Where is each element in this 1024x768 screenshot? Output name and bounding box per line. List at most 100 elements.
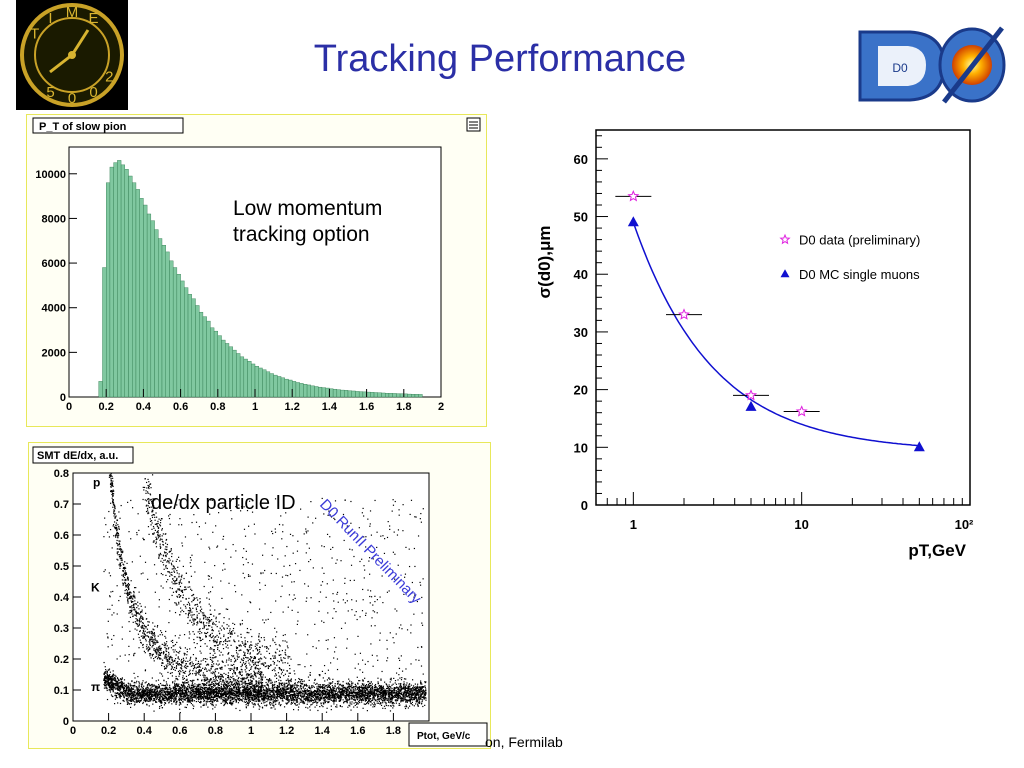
- scatter-point: [366, 710, 368, 712]
- scatter-point: [120, 683, 122, 685]
- scatter-point: [230, 693, 232, 696]
- scatter-point: [351, 692, 354, 695]
- scatter-point: [414, 695, 416, 697]
- scatter-point: [244, 688, 246, 690]
- scatter-point: [290, 701, 293, 703]
- scatter-point: [209, 688, 211, 690]
- scatter-point: [119, 688, 121, 691]
- scatter-point: [122, 692, 124, 695]
- scatter-point: [365, 686, 367, 688]
- scatter-point: [284, 690, 286, 692]
- histogram-bar: [98, 381, 103, 398]
- scatter-point: [318, 698, 320, 700]
- scatter-point: [296, 685, 298, 687]
- scatter-point: [203, 692, 205, 694]
- scatter-point: [258, 694, 260, 696]
- histogram-options-icon[interactable]: [466, 117, 481, 132]
- scatter-point: [411, 699, 413, 701]
- scatter-point: [290, 691, 293, 693]
- scatter-point: [291, 689, 293, 691]
- scatter-point: [320, 693, 322, 696]
- scatter-point: [162, 687, 164, 690]
- scatter-point: [272, 688, 275, 690]
- scatter-point: [214, 691, 216, 693]
- histogram-bar: [385, 393, 390, 398]
- scatter-point: [317, 697, 319, 699]
- scatter-point: [424, 704, 426, 706]
- scatter-point: [332, 678, 334, 680]
- scatter-point: [157, 679, 160, 681]
- scatter-point: [341, 685, 343, 687]
- scatter-point: [246, 695, 249, 697]
- scatter-point: [280, 690, 283, 692]
- scatter-point: [350, 688, 352, 690]
- scatter-point: [368, 692, 370, 694]
- scatter-point: [293, 701, 295, 703]
- scatter-point: [218, 690, 220, 692]
- scatter-point: [289, 691, 291, 693]
- scatter-point: [156, 697, 158, 699]
- scatter-point: [409, 702, 412, 704]
- scatter-point: [392, 707, 394, 709]
- scatter-point: [382, 702, 384, 704]
- scatter-point: [297, 692, 299, 695]
- scatter-point: [359, 698, 361, 700]
- scatter-point: [371, 683, 373, 685]
- scatter-point: [337, 682, 339, 684]
- scatter-point: [230, 688, 232, 690]
- scatter-point: [221, 681, 223, 683]
- scatter-point: [193, 690, 195, 693]
- scatter-point: [343, 687, 345, 689]
- scatter-point: [138, 684, 140, 686]
- scatter-point: [390, 690, 393, 692]
- scatter-point: [231, 704, 233, 706]
- scatter-point: [406, 701, 408, 703]
- scatter-point: [360, 691, 362, 693]
- scatter-point: [307, 701, 309, 703]
- scatter-point: [104, 681, 106, 683]
- scatter-point: [291, 695, 293, 698]
- scatter-point: [303, 693, 305, 696]
- scatter-point: [387, 685, 389, 688]
- scatter-point: [220, 702, 222, 704]
- scatter-point: [414, 691, 416, 693]
- scatter-point: [214, 696, 216, 698]
- scatter-point: [214, 685, 216, 687]
- scatter-point: [387, 705, 389, 707]
- scatter-point: [404, 689, 406, 691]
- scatter-point: [376, 700, 378, 702]
- scatter-point: [105, 685, 107, 687]
- scatter-point: [280, 697, 282, 700]
- scatter-point: [326, 692, 329, 695]
- scatter-point: [405, 700, 407, 702]
- scatter-point: [323, 686, 325, 688]
- scatter-point: [377, 691, 379, 693]
- scatter-point: [235, 701, 237, 703]
- scatter-point: [355, 689, 357, 691]
- scatter-point: [222, 688, 224, 690]
- scatter-point: [298, 703, 300, 705]
- scatter-point: [211, 700, 213, 703]
- scatter-point: [241, 692, 243, 694]
- scatter-point: [208, 700, 210, 703]
- scatter-point: [361, 701, 363, 703]
- scatter-point: [311, 684, 313, 687]
- scatter-point: [379, 694, 381, 696]
- scatter-point: [106, 673, 109, 676]
- scatter-point: [164, 699, 166, 701]
- scatter-point: [278, 692, 280, 694]
- scatter-point: [290, 686, 293, 688]
- scatter-point: [141, 694, 143, 696]
- scatter-point: [330, 690, 333, 693]
- scatter-point: [237, 695, 239, 697]
- scatter-point: [108, 677, 110, 680]
- scatter-point: [110, 675, 112, 678]
- scatter-point: [185, 706, 187, 709]
- scatter-point: [152, 692, 154, 694]
- scatter-point: [277, 691, 279, 693]
- scatter-point: [243, 701, 245, 703]
- scatter-point: [222, 701, 224, 703]
- scatter-point: [200, 695, 202, 698]
- scatter-point: [164, 694, 166, 696]
- scatter-point: [205, 698, 207, 700]
